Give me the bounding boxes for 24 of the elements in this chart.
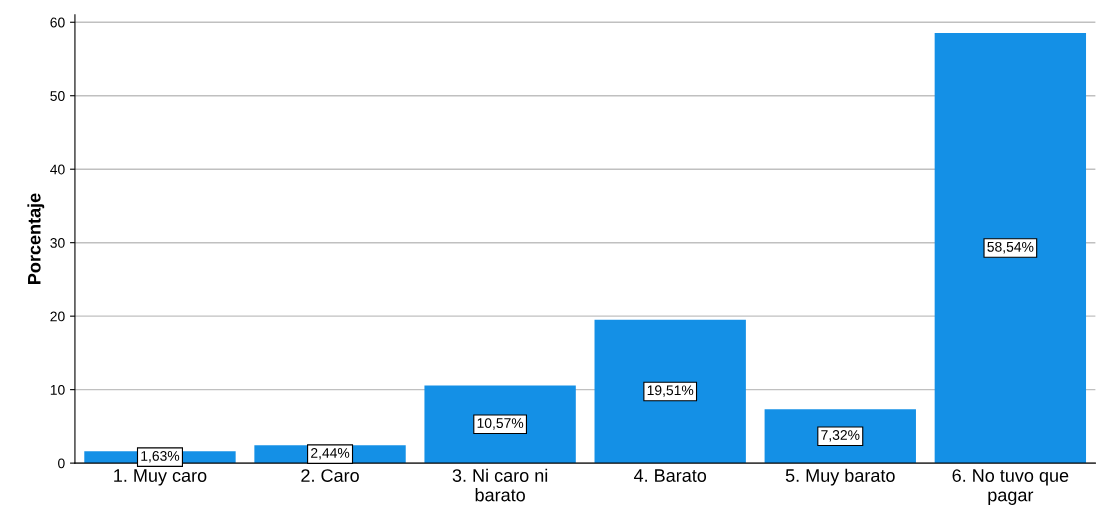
y-tick-label: 10	[50, 384, 65, 395]
y-tick-label: 50	[50, 91, 65, 101]
data-label: 7,32%	[821, 430, 860, 442]
x-tick-label: 2. Caro	[301, 469, 359, 482]
y-axis-title: Porcentaje	[27, 193, 45, 284]
bar	[764, 409, 916, 464]
data-label: 19,51%	[647, 385, 694, 397]
data-label: 58,54%	[987, 241, 1034, 254]
y-tick-label: 0	[58, 458, 65, 469]
data-label: 2,44%	[311, 448, 350, 460]
data-label: 1,63%	[141, 451, 180, 463]
y-tick-label: 20	[50, 311, 65, 322]
bar	[594, 319, 746, 464]
x-tick-label: 4. Barato	[633, 469, 707, 482]
data-label: 10,57%	[477, 418, 524, 430]
bar	[934, 32, 1087, 464]
bar	[424, 385, 576, 464]
y-tick-label: 60	[50, 17, 65, 28]
x-tick-label: 3. Ni caro ni barato	[452, 468, 548, 502]
x-tick-label: 1. Muy caro	[114, 469, 207, 486]
y-tick-label: 40	[50, 164, 65, 175]
y-tick-label: 30	[50, 238, 65, 248]
x-tick-label: 5. Muy barato	[785, 468, 895, 486]
x-tick-label: 6. No tuvo que pagar	[952, 469, 1069, 505]
